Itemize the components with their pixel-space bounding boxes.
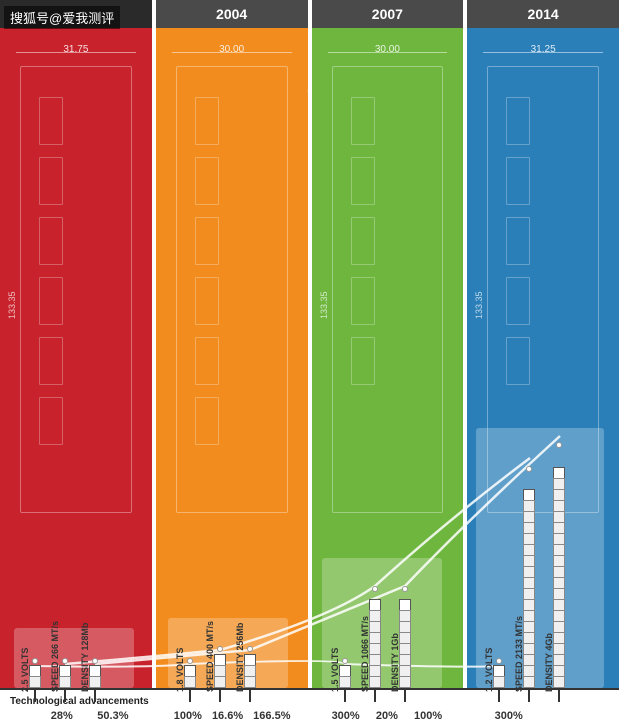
watermark: 搜狐号@爱我测评	[4, 6, 120, 29]
ram-module	[176, 66, 288, 513]
gen-ddr2: 30.00DDR2	[156, 28, 312, 688]
chip-icon	[39, 277, 63, 325]
chip-icon	[506, 97, 530, 145]
chip-icon	[39, 157, 63, 205]
generations-row: 31.75DDR133.3530.00DDR230.00DDR3133.3531…	[0, 28, 619, 688]
chip-icon	[195, 277, 219, 325]
ram-module	[20, 66, 132, 513]
chip-icon	[351, 337, 375, 385]
pct-group: 300% 20% 100%	[310, 710, 465, 722]
pct-value: 166.5%	[253, 710, 290, 722]
pct-value: 300%	[332, 710, 360, 722]
year-cell: 2004	[156, 0, 312, 28]
chip-icon	[195, 217, 219, 265]
height-label: 133.35	[474, 291, 484, 319]
ram-module	[487, 66, 599, 513]
chip-icon	[39, 217, 63, 265]
chip-icon	[351, 277, 375, 325]
height-label: 133.35	[319, 291, 329, 319]
chip-icon	[195, 157, 219, 205]
pct-value: 100%	[414, 710, 442, 722]
gen-ddr3: 30.00DDR3133.35	[312, 28, 468, 688]
width-label: 31.25	[531, 44, 556, 55]
chip-icon	[39, 97, 63, 145]
pct-group: 28% 50.3%	[0, 710, 155, 722]
chip-icon	[195, 397, 219, 445]
year-cell: 2007	[312, 0, 468, 28]
ram-module	[332, 66, 444, 513]
chip-icon	[195, 337, 219, 385]
pct-value: 300%	[495, 710, 523, 722]
chip-icon	[39, 337, 63, 385]
width-label: 30.00	[375, 44, 400, 55]
pct-group: 100% 16.6% 166.5%	[155, 710, 310, 722]
chip-icon	[506, 277, 530, 325]
pct-group: 300%	[464, 710, 619, 722]
pct-value: 20%	[376, 710, 398, 722]
pct-value: 16.6%	[212, 710, 243, 722]
footer: Technological advancements 28%50.3%100%1…	[0, 688, 619, 726]
footer-label: Technological advancements	[0, 690, 150, 707]
chip-icon	[39, 397, 63, 445]
chip-icon	[351, 157, 375, 205]
chip-icon	[351, 217, 375, 265]
chip-icon	[506, 337, 530, 385]
chip-icon	[506, 217, 530, 265]
year-cell: 2014	[467, 0, 619, 28]
chip-icon	[506, 157, 530, 205]
gen-title: DDR4	[613, 78, 619, 189]
chip-icon	[195, 97, 219, 145]
gen-ddr: 31.75DDR133.35	[0, 28, 156, 688]
pct-value: 100%	[174, 710, 202, 722]
chip-icon	[351, 97, 375, 145]
width-label: 30.00	[219, 44, 244, 55]
gen-ddr4: 31.25 DDR4 133.35	[467, 28, 619, 688]
width-label: 31.75	[63, 44, 88, 55]
pct-value: 50.3%	[97, 710, 128, 722]
pct-value: 28%	[51, 710, 73, 722]
height-label: 133.35	[7, 291, 17, 319]
percent-row: 28% 50.3% 100% 16.6% 166.5% 300% 20% 100% 300%	[0, 710, 619, 722]
